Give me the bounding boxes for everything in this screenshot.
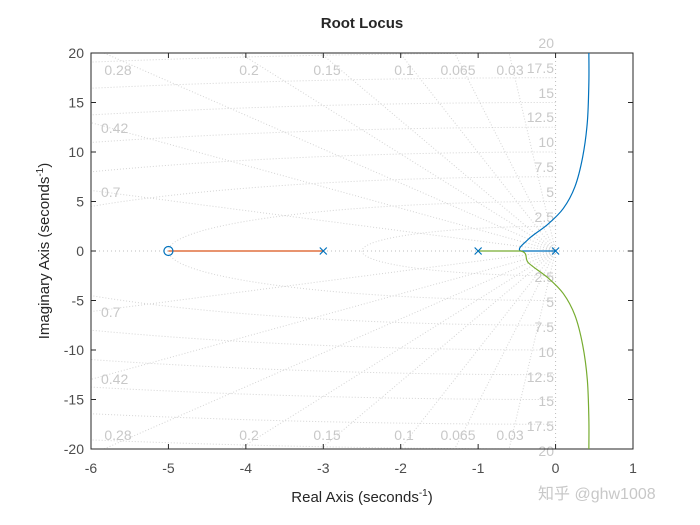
x-axis-label: Real Axis (seconds-1) (291, 488, 433, 506)
damping-label: 0.42 (101, 120, 128, 136)
x-tick-label: -1 (472, 460, 485, 476)
y-tick-label: 20 (68, 45, 84, 61)
damping-label: 0.7 (101, 304, 121, 320)
y-tick-label: -15 (64, 392, 84, 408)
locus-branch-2 (518, 53, 590, 252)
damping-label: 0.15 (313, 427, 340, 443)
y-tick-label: 10 (68, 144, 84, 160)
frequency-label: 7.5 (535, 159, 555, 175)
chart-title: Root Locus (320, 15, 404, 32)
damping-label: 0.1 (394, 427, 414, 443)
y-tick-label: -10 (64, 342, 84, 358)
frequency-label: 17.5 (527, 60, 554, 76)
damping-label: 0.15 (313, 62, 340, 78)
damping-label: 0.28 (104, 427, 131, 443)
frequency-label: 5 (546, 294, 554, 310)
frequency-label: 12.5 (527, 109, 554, 125)
y-tick-label: 15 (68, 95, 84, 111)
damping-label: 0.2 (239, 427, 259, 443)
damping-label: 0.1 (394, 62, 414, 78)
x-tick-label: -3 (317, 460, 330, 476)
x-tick-label: 0 (552, 460, 560, 476)
pole-marker (319, 247, 328, 255)
frequency-label: 5 (546, 184, 554, 200)
damping-label: 0.28 (104, 62, 131, 78)
frequency-label: 2.5 (535, 269, 555, 285)
frequency-label: 10 (538, 134, 554, 150)
damping-label: 0.065 (440, 62, 475, 78)
frequency-label: 2.5 (535, 209, 555, 225)
frequency-label: 15 (538, 393, 554, 409)
y-axis-label: Imaginary Axis (seconds-1) (35, 162, 53, 340)
frequency-label: 15 (538, 85, 554, 101)
damping-label: 0.065 (440, 427, 475, 443)
watermark: 知乎 @ghw1008 (538, 486, 656, 503)
damping-label: 0.03 (496, 427, 523, 443)
x-tick-label: -2 (394, 460, 407, 476)
frequency-label: 12.5 (527, 369, 554, 385)
locus-branch-3 (478, 250, 590, 449)
damping-label: 0.7 (101, 184, 121, 200)
y-tick-label: -20 (64, 441, 84, 457)
frequency-label: 20 (538, 35, 554, 51)
damping-label: 0.42 (101, 371, 128, 387)
frequency-label: 17.5 (527, 418, 554, 434)
frequency-label: 10 (538, 344, 554, 360)
damping-label: 0.03 (496, 62, 523, 78)
y-tick-label: 5 (76, 194, 84, 210)
x-tick-label: -5 (162, 460, 175, 476)
x-tick-label: -4 (240, 460, 253, 476)
zero-marker (163, 245, 174, 257)
frequency-label: 7.5 (535, 319, 555, 335)
x-tick-label: 1 (629, 460, 637, 476)
frequency-label: 20 (538, 443, 554, 459)
y-tick-label: -5 (72, 293, 85, 309)
damping-label: 0.2 (239, 62, 259, 78)
x-tick-label: -6 (85, 460, 98, 476)
y-tick-label: 0 (76, 243, 84, 259)
pole-marker (474, 247, 483, 255)
pole-marker (551, 247, 560, 255)
